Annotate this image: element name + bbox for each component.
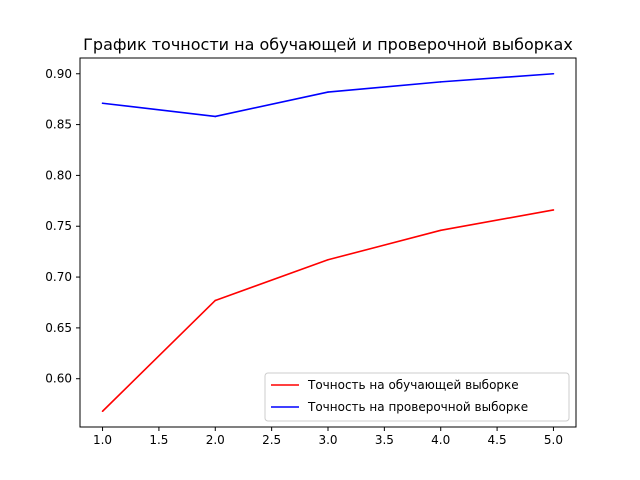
data-point [101, 410, 104, 413]
legend: Точность на обучающей выборке Точность на… [264, 372, 570, 422]
x-tick-label: 4.5 [488, 433, 507, 447]
data-point [439, 81, 442, 83]
x-tick-label: 3.5 [375, 433, 394, 447]
data-point [439, 229, 442, 232]
x-tick-label: 4.0 [431, 433, 450, 447]
x-axis: 1.0 1.5 2.0 2.5 3.0 3.5 4.0 4.5 5.0 [93, 427, 563, 447]
legend-label: Точность на обучающей выборке [307, 378, 519, 392]
x-tick-label: 2.5 [262, 433, 281, 447]
x-tick-label: 1.5 [149, 433, 168, 447]
x-tick-label: 3.0 [318, 433, 337, 447]
chart-title: График точности на обучающей и проверочн… [83, 35, 573, 54]
y-tick-label: 0.75 [45, 219, 72, 233]
series-2 [101, 72, 555, 118]
data-point [214, 115, 217, 118]
y-tick-label: 0.90 [45, 67, 72, 81]
y-tick-label: 0.70 [45, 270, 72, 284]
y-tick-label: 0.65 [45, 321, 72, 335]
x-tick-label: 2.0 [206, 433, 225, 447]
data-point [327, 258, 329, 261]
y-tick-label: 0.85 [45, 118, 72, 132]
legend-item: Точность на проверочной выборке [271, 400, 528, 414]
plot-area [101, 72, 555, 413]
series-1 [101, 209, 555, 413]
legend-item: Точность на обучающей выборке [271, 378, 519, 392]
legend-box [264, 372, 570, 422]
data-point [214, 299, 217, 302]
data-point [101, 102, 104, 105]
y-tick-label: 0.80 [45, 168, 72, 182]
axes-frame [79, 57, 577, 428]
series-line [102, 72, 554, 118]
x-tick-label: 5.0 [544, 433, 563, 447]
data-point [552, 72, 555, 75]
y-tick-label: 0.60 [45, 372, 72, 386]
legend-label: Точность на проверочной выборке [307, 400, 528, 414]
y-axis: 0.60 0.65 0.70 0.75 0.80 0.85 0.90 [45, 67, 80, 386]
x-tick-label: 1.0 [93, 433, 112, 447]
data-point [327, 91, 329, 93]
data-point [552, 209, 555, 211]
